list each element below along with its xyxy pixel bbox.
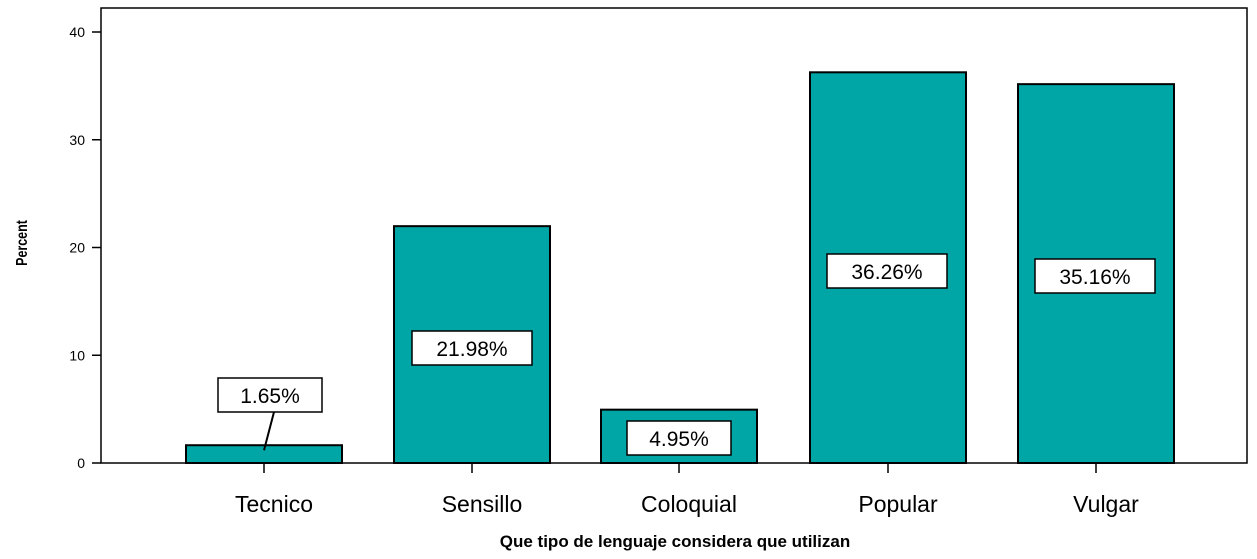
data-label: 4.95%	[649, 428, 709, 451]
x-tick-label-popular: Popular	[858, 491, 938, 517]
y-tick-label: 30	[69, 132, 85, 148]
x-axis-title: Que tipo de lenguaje considera que utili…	[500, 532, 850, 551]
data-label: 21.98%	[436, 338, 507, 361]
data-label-group: 36.26%	[826, 253, 948, 289]
data-label-box	[411, 330, 533, 366]
data-label-group: 21.98%	[411, 330, 533, 366]
y-axis: 0 10 20 30 40	[69, 24, 101, 471]
y-tick-label: 0	[77, 455, 85, 471]
x-tick-label-tecnico: Tecnico	[235, 491, 313, 517]
y-tick-label: 10	[69, 347, 85, 363]
x-axis: Tecnico Sensillo Coloquial Popular Vulgar	[235, 463, 1139, 517]
data-label: 35.16%	[1059, 266, 1130, 289]
x-tick-label-vulgar: Vulgar	[1073, 491, 1139, 517]
data-label-leader	[263, 411, 275, 451]
data-label-group: 1.65%	[217, 377, 323, 451]
x-tick-label-coloquial: Coloquial	[641, 491, 737, 517]
bar-tecnico	[185, 444, 343, 465]
data-label-box	[826, 253, 948, 289]
y-axis-title: Percent	[14, 220, 32, 266]
data-label-box	[217, 377, 323, 413]
data-labels: 1.65% 21.98% 4.95% 36.26% 35.16%	[217, 253, 1156, 456]
y-tick-label: 40	[69, 24, 85, 40]
data-label: 1.65%	[240, 385, 300, 408]
data-label-group: 35.16%	[1034, 258, 1156, 294]
data-label-box	[1034, 258, 1156, 294]
x-tick-label-sensillo: Sensillo	[442, 491, 523, 517]
data-label-box	[626, 420, 732, 456]
data-label-group: 4.95%	[626, 420, 732, 456]
data-label: 36.26%	[851, 261, 922, 284]
y-tick-label: 20	[69, 240, 85, 256]
